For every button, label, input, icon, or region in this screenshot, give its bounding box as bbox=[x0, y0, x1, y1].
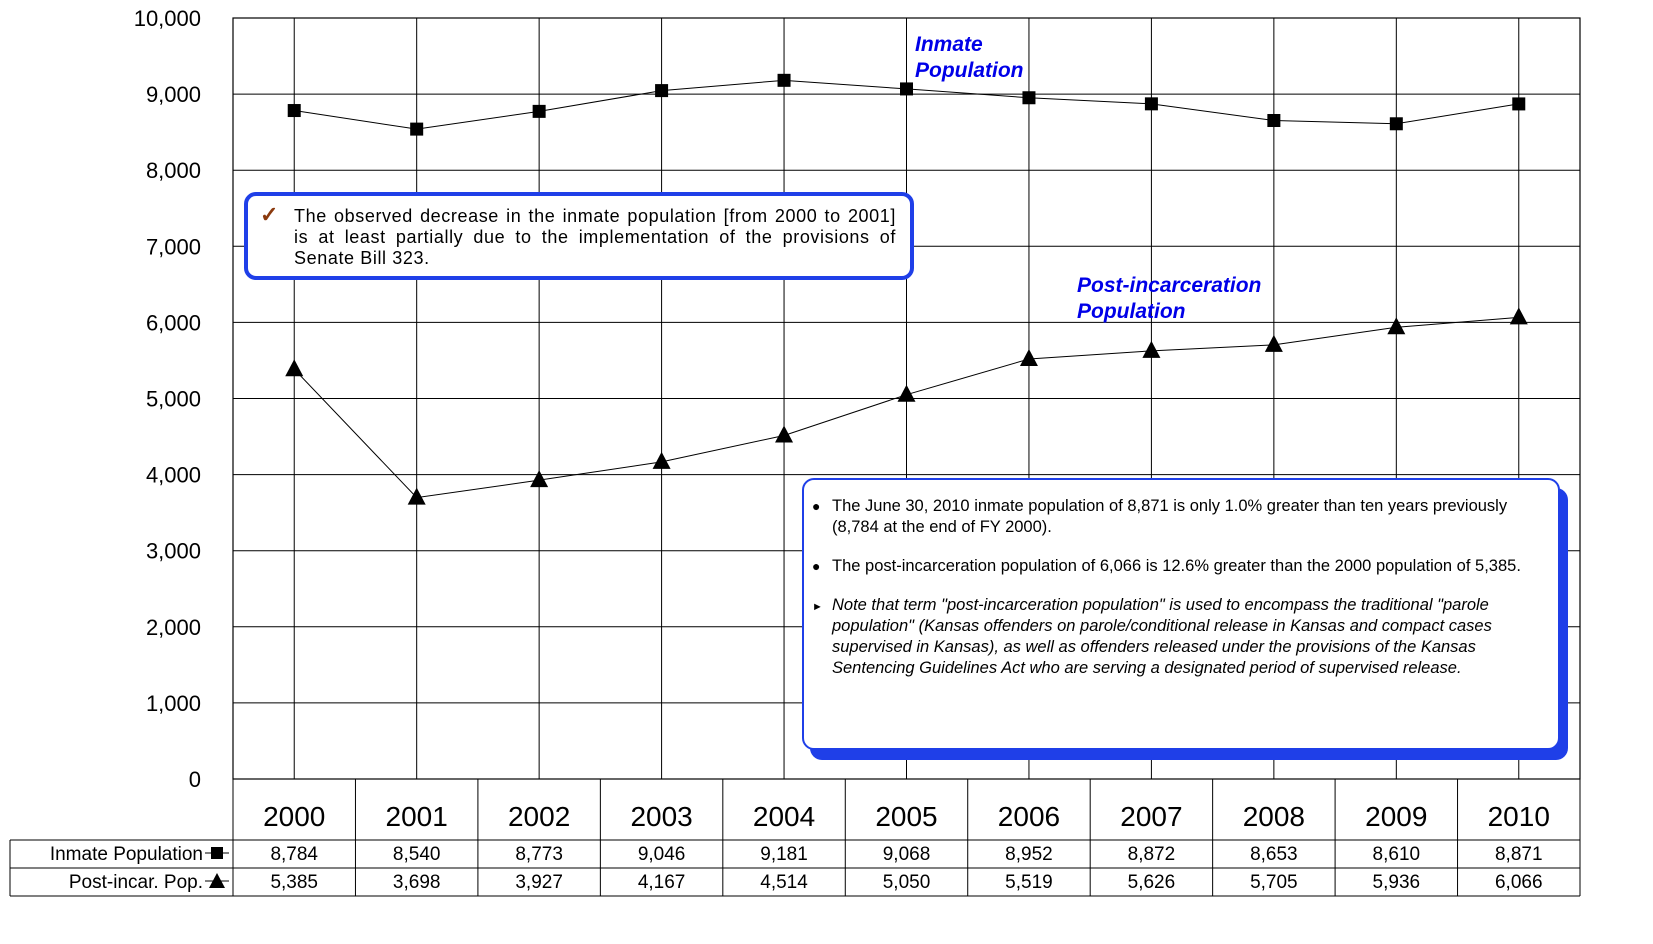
x-tick-label: 2010 bbox=[1488, 801, 1550, 832]
table-cell: 6,066 bbox=[1495, 872, 1543, 893]
data-point-square bbox=[410, 122, 424, 136]
data-point-triangle bbox=[1387, 317, 1406, 335]
x-tick-label: 2004 bbox=[753, 801, 815, 832]
data-point-square bbox=[532, 104, 546, 118]
data-point-square bbox=[1389, 117, 1403, 131]
table-row-label: Post-incar. Pop. bbox=[69, 872, 203, 893]
y-tick-label: 5,000 bbox=[146, 387, 201, 412]
table-cell: 5,626 bbox=[1128, 872, 1176, 893]
series-label-inmate: Inmate bbox=[915, 33, 983, 56]
summary-bullet-text: The June 30, 2010 inmate population of 8… bbox=[832, 497, 1508, 536]
x-tick-label: 2008 bbox=[1243, 801, 1305, 832]
data-point-triangle bbox=[1264, 334, 1283, 352]
data-point-triangle bbox=[530, 470, 549, 488]
x-tick-label: 2001 bbox=[386, 801, 448, 832]
table-cell: 5,705 bbox=[1250, 872, 1298, 893]
series-label-inmate: Population bbox=[915, 59, 1024, 82]
data-point-triangle bbox=[897, 384, 916, 402]
table-row-label: Inmate Population bbox=[50, 844, 203, 865]
series-label-post: Population bbox=[1077, 300, 1186, 323]
table-cell: 8,871 bbox=[1495, 844, 1543, 865]
x-tick-label: 2007 bbox=[1120, 801, 1182, 832]
decrease-callout-text: The observed decrease in the inmate popu… bbox=[294, 206, 896, 268]
x-tick-label: 2000 bbox=[263, 801, 325, 832]
x-tick-label: 2009 bbox=[1365, 801, 1427, 832]
summary-bullet: ● The post-incarceration population of 6… bbox=[812, 556, 1538, 577]
table-cell: 4,167 bbox=[638, 872, 686, 893]
x-tick-label: 2005 bbox=[875, 801, 937, 832]
series-layer bbox=[285, 73, 1528, 505]
data-point-triangle bbox=[1509, 307, 1528, 325]
arrow-bullet-icon: ► bbox=[812, 601, 823, 613]
table-cell: 8,784 bbox=[270, 844, 318, 865]
table-cell: 9,046 bbox=[638, 844, 686, 865]
data-point-triangle bbox=[1142, 340, 1161, 358]
table-cell: 5,385 bbox=[270, 872, 318, 893]
y-tick-label: 3,000 bbox=[146, 539, 201, 564]
y-tick-label: 7,000 bbox=[146, 234, 201, 259]
series-label-post: Post-incarceration bbox=[1077, 274, 1261, 297]
y-tick-label: 9,000 bbox=[146, 82, 201, 107]
data-point-square bbox=[1022, 91, 1036, 105]
summary-note-text: Note that term "post-incarceration popul… bbox=[832, 596, 1492, 677]
data-point-square bbox=[1512, 97, 1526, 111]
data-point-triangle bbox=[407, 487, 426, 505]
table-cell: 8,952 bbox=[1005, 844, 1053, 865]
data-point-triangle bbox=[652, 451, 671, 469]
table-cell: 9,068 bbox=[883, 844, 931, 865]
y-axis-ticks: 0 1,000 2,000 3,000 4,000 5,000 6,000 7,000 8,00… bbox=[134, 6, 201, 792]
table-cell: 8,872 bbox=[1128, 844, 1176, 865]
table-cell: 3,927 bbox=[515, 872, 563, 893]
bullet-icon: ● bbox=[812, 558, 821, 574]
data-table: 2000 2001 2002 2003 2004 2005 2006 2007 2008 2009… bbox=[9, 779, 1581, 897]
table-cell: 5,936 bbox=[1373, 872, 1421, 893]
data-point-square bbox=[777, 73, 791, 87]
table-cell: 8,610 bbox=[1373, 844, 1421, 865]
summary-note: ► Note that term "post-incarceration pop… bbox=[812, 595, 1538, 679]
summary-bullet-text: The post-incarceration population of 6,0… bbox=[832, 557, 1521, 575]
y-tick-label: 4,000 bbox=[146, 463, 201, 488]
data-point-square bbox=[1144, 97, 1158, 111]
y-tick-label: 0 bbox=[189, 767, 201, 792]
table-cell: 8,773 bbox=[515, 844, 563, 865]
y-tick-label: 8,000 bbox=[146, 158, 201, 183]
summary-bullet: ● The June 30, 2010 inmate population of… bbox=[812, 496, 1538, 538]
y-tick-label: 6,000 bbox=[146, 310, 201, 335]
data-point-square bbox=[287, 104, 301, 118]
table-cell: 3,698 bbox=[393, 872, 441, 893]
data-point-triangle bbox=[285, 359, 304, 377]
data-point-triangle bbox=[1019, 349, 1038, 367]
table-cell: 8,653 bbox=[1250, 844, 1298, 865]
series-labels: Inmate Population Post-incarceration Popula… bbox=[915, 33, 1261, 323]
table-cell: 9,181 bbox=[760, 844, 808, 865]
x-tick-label: 2002 bbox=[508, 801, 570, 832]
y-tick-label: 1,000 bbox=[146, 691, 201, 716]
table-cell: 8,540 bbox=[393, 844, 441, 865]
x-tick-label: 2003 bbox=[630, 801, 692, 832]
data-point-square bbox=[900, 82, 913, 96]
table-cell: 4,514 bbox=[760, 872, 808, 893]
data-point-square bbox=[655, 84, 669, 98]
checkmark-icon: ✓ bbox=[260, 202, 280, 227]
y-tick-label: 10,000 bbox=[134, 6, 201, 31]
table-cell: 5,050 bbox=[883, 872, 931, 893]
plot-frame bbox=[232, 17, 1581, 780]
table-cell: 5,519 bbox=[1005, 872, 1053, 893]
x-tick-label: 2006 bbox=[998, 801, 1060, 832]
data-point-square bbox=[1267, 114, 1281, 128]
decrease-callout: ✓ The observed decrease in the inmate po… bbox=[244, 192, 914, 280]
data-point-triangle bbox=[775, 425, 794, 443]
bullet-icon: ● bbox=[812, 498, 821, 514]
summary-callout: ● The June 30, 2010 inmate population of… bbox=[802, 478, 1560, 750]
y-tick-label: 2,000 bbox=[146, 615, 201, 640]
